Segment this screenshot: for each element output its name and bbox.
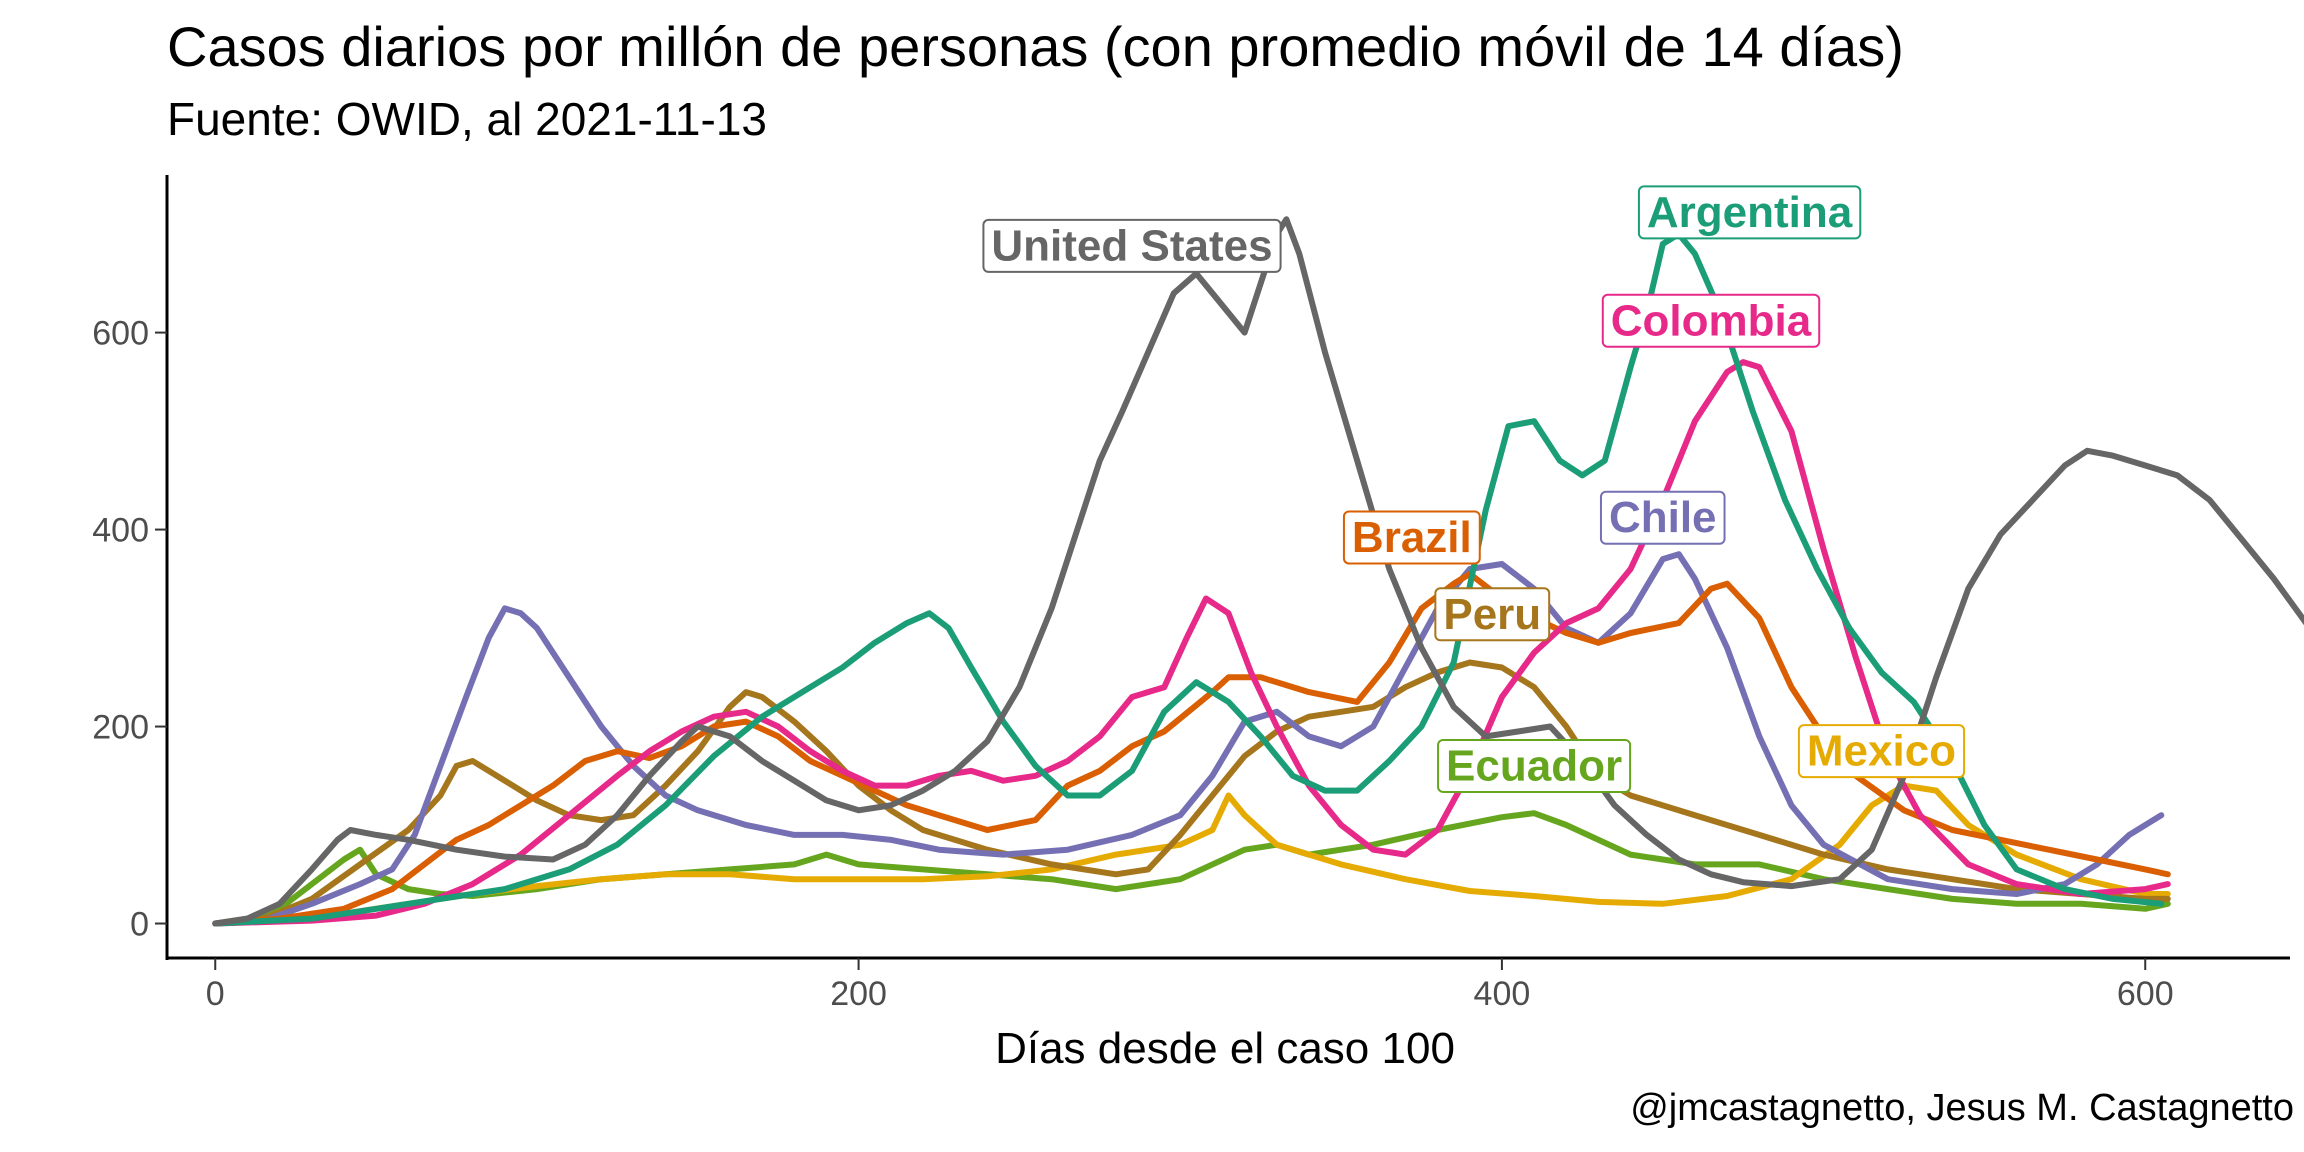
label-text: Chile	[1609, 493, 1717, 542]
series-label-chile: Chile	[1599, 490, 1726, 545]
series-label-peru: Peru	[1434, 587, 1551, 642]
series-line-argentina	[212, 231, 2165, 927]
series-label-mexico: Mexico	[1797, 724, 1966, 779]
label-box	[982, 218, 1282, 273]
series-line-peru	[212, 659, 2171, 927]
label-box	[1637, 185, 1862, 240]
series-label-brazil: Brazil	[1342, 510, 1481, 565]
y-tick-label: 600	[92, 315, 149, 353]
label-text: Mexico	[1807, 727, 1956, 776]
series-line-united-states	[212, 216, 2304, 927]
series-line-ecuador	[212, 810, 2171, 927]
chart-subtitle: Fuente: OWID, al 2021-11-13	[167, 93, 767, 145]
y-tick-label: 200	[92, 709, 149, 747]
x-tick-label: 400	[1474, 975, 1531, 1013]
label-text: Argentina	[1647, 188, 1853, 237]
series-labels: Ecuador Mexico Peru Chile Brazil Colombia Arge…	[982, 185, 1966, 793]
x-tick-label: 0	[206, 975, 225, 1013]
series-label-ecuador: Ecuador	[1437, 738, 1632, 793]
label-text: United States	[991, 221, 1272, 270]
label-text: Peru	[1443, 590, 1541, 639]
y-tick-label: 0	[130, 906, 149, 944]
chart-title: Casos diarios por millón de personas (co…	[167, 15, 1904, 78]
label-box	[1342, 510, 1481, 565]
label-box	[1601, 293, 1821, 348]
label-box	[1599, 490, 1726, 545]
series-line-colombia	[212, 359, 2171, 927]
y-tick-label: 400	[92, 512, 149, 550]
x-axis-title: Días desde el caso 100	[995, 1024, 1455, 1073]
series-lines	[212, 216, 2304, 927]
chart-caption: @jmcastagnetto, Jesus M. Castagnetto	[1630, 1087, 2294, 1129]
series-line-chile	[212, 551, 2165, 927]
series-label-argentina: Argentina	[1637, 185, 1862, 240]
x-tick-label: 600	[2117, 975, 2174, 1013]
label-text: Ecuador	[1446, 741, 1622, 790]
label-text: Brazil	[1352, 513, 1472, 562]
label-text: Colombia	[1611, 296, 1812, 345]
axis-ticks: 0 200 400 600 0 200 400 600	[92, 315, 2173, 1013]
series-label-united-states: United States	[982, 218, 1282, 273]
x-tick-label: 200	[830, 975, 887, 1013]
label-box	[1434, 587, 1551, 642]
series-label-colombia: Colombia	[1601, 293, 1821, 348]
label-box	[1437, 738, 1632, 793]
label-box	[1797, 724, 1966, 779]
